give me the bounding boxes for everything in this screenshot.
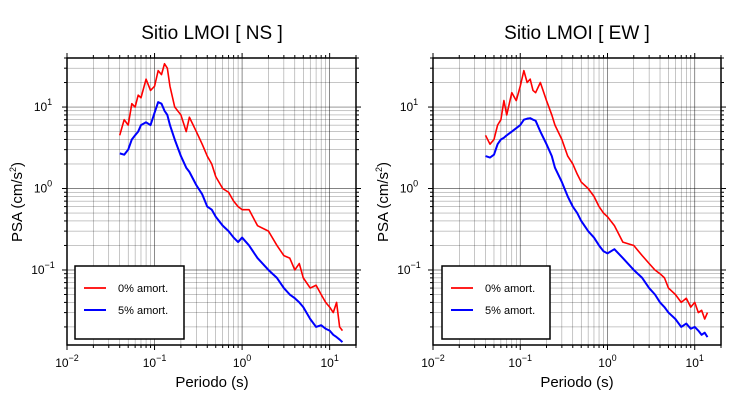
x-tick-label: 101 bbox=[320, 353, 338, 370]
series-line-0 bbox=[118, 62, 344, 332]
legend-label-0: 0% amort. bbox=[485, 283, 535, 295]
chart-title: Sitio LMOI [ EW ] bbox=[504, 23, 650, 44]
x-tick-label: 100 bbox=[233, 353, 251, 370]
legend: 0% amort. 5% amort. bbox=[74, 265, 185, 340]
legend-label-1: 5% amort. bbox=[118, 305, 168, 317]
y-tick-label: 101 bbox=[400, 97, 418, 114]
series-line-0 bbox=[484, 69, 709, 320]
y-tick-label: 101 bbox=[34, 97, 52, 114]
y-tick-labels: 10−1 100 101 bbox=[31, 57, 361, 328]
x-tick-label: 10−1 bbox=[508, 353, 532, 370]
x-tick-labels: 10−2 10−1 100 101 bbox=[421, 53, 722, 370]
series-line-1 bbox=[119, 101, 344, 343]
y-tick-label: 100 bbox=[34, 179, 52, 196]
legend-box bbox=[441, 265, 551, 340]
chart-panel-ew: Sitio LMOI [ EW ] 10−2 10−1 100 101 10−1 100… bbox=[374, 23, 726, 391]
x-tick-label: 10−2 bbox=[55, 353, 79, 370]
y-axis-label: PSA (cm/s2) bbox=[374, 162, 392, 242]
x-tick-label: 101 bbox=[686, 353, 704, 370]
x-tick-label: 100 bbox=[598, 353, 616, 370]
legend-box bbox=[74, 265, 185, 340]
chart-title: Sitio LMOI [ NS ] bbox=[141, 23, 282, 44]
y-tick-label: 10−1 bbox=[31, 260, 55, 277]
y-tick-label: 10−1 bbox=[397, 260, 421, 277]
x-tick-label: 10−1 bbox=[143, 353, 167, 370]
x-axis-label: Periodo (s) bbox=[175, 374, 248, 391]
series-group bbox=[118, 62, 344, 343]
y-tick-labels: 10−1 100 101 bbox=[397, 57, 726, 328]
legend-label-0: 0% amort. bbox=[118, 283, 168, 295]
y-tick-label: 100 bbox=[400, 179, 418, 196]
y-axis-label: PSA (cm/s2) bbox=[8, 162, 26, 242]
legend: 0% amort. 5% amort. bbox=[441, 265, 551, 340]
series-line-1 bbox=[485, 117, 709, 338]
series-group bbox=[484, 69, 709, 338]
legend-label-1: 5% amort. bbox=[485, 305, 535, 317]
x-axis-label: Periodo (s) bbox=[540, 374, 613, 391]
chart-panel-ns: Sitio LMOI [ NS ] 10−2 10−1 100 101 10−1 100… bbox=[8, 23, 361, 391]
x-tick-label: 10−2 bbox=[421, 353, 445, 370]
